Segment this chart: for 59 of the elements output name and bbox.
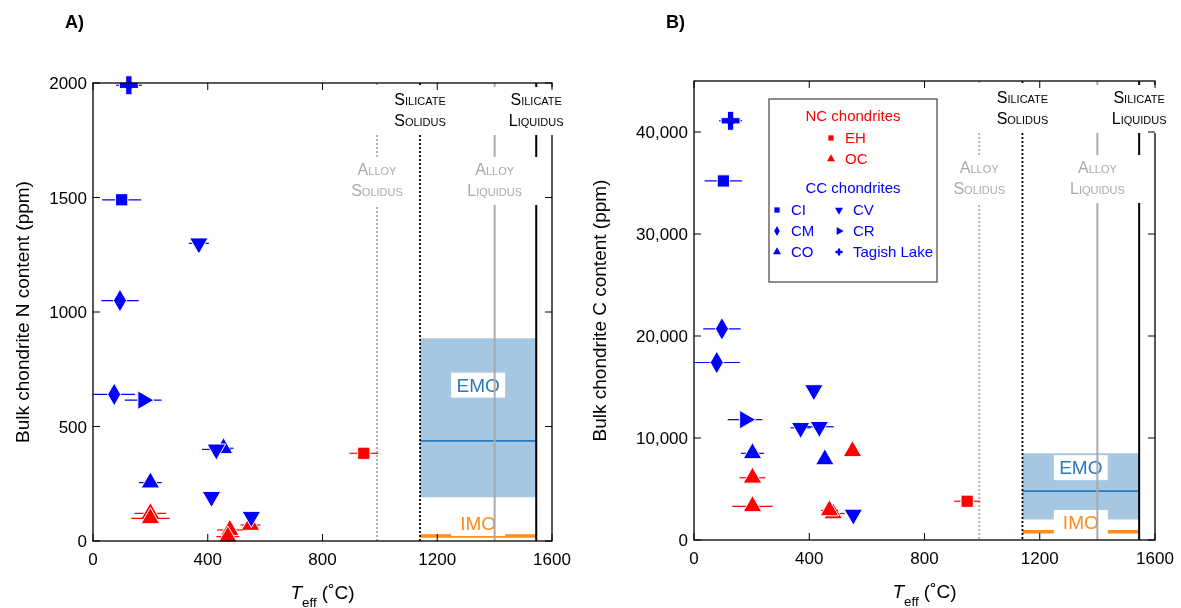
legend-label: CV xyxy=(853,201,874,218)
point xyxy=(140,507,161,525)
ref-line-label: Alloy Solidus xyxy=(953,159,1006,197)
y-axis-title: Bulk chondrite C content (ppm) xyxy=(589,179,610,442)
x-axis-title: T$_{eff}$ (˚C) xyxy=(290,582,355,608)
point xyxy=(742,466,763,484)
point xyxy=(118,75,139,96)
y-tick-label: 1500 xyxy=(49,188,87,208)
x-tick-label: 1200 xyxy=(418,550,457,569)
point xyxy=(115,193,129,207)
y-tick-label: 0 xyxy=(77,532,87,551)
y-tick-label: 500 xyxy=(58,417,87,437)
y-tick-label: 20,000 xyxy=(636,327,688,346)
legend-label: CI xyxy=(791,201,806,218)
ref-line-label: Silicate Liquidus xyxy=(508,91,564,129)
ref-line-label: Silicate Solidus xyxy=(394,91,446,129)
point xyxy=(960,494,974,508)
x-tick-label: 1600 xyxy=(1136,549,1174,568)
annotation: NC chondrites xyxy=(805,107,901,124)
legend-label: CO xyxy=(791,243,814,260)
legend-label: Tagish Lake xyxy=(853,243,934,260)
y-tick-label: 10,000 xyxy=(636,429,688,448)
text: EMO xyxy=(456,374,500,396)
point xyxy=(716,174,731,188)
point xyxy=(742,495,763,513)
chart-title: A) xyxy=(65,12,84,32)
point xyxy=(842,440,863,458)
point xyxy=(140,471,161,489)
point xyxy=(720,110,741,131)
x-tick-label: 800 xyxy=(910,549,939,568)
ref-line-label: Silicate Liquidus xyxy=(1111,89,1167,127)
y-tick-label: 1000 xyxy=(49,303,87,322)
legend-label: OC xyxy=(845,150,868,167)
annotation: CC chondrites xyxy=(805,179,901,196)
point xyxy=(357,446,371,460)
x-tick-label: 1200 xyxy=(1020,549,1059,568)
ref-line-label: Alloy Liquidus xyxy=(467,161,522,199)
x-axis-title: T$_{eff}$ (˚C) xyxy=(892,581,957,608)
y-tick-label: 30,000 xyxy=(636,225,688,244)
legend-label: EH xyxy=(845,129,866,146)
point xyxy=(815,448,835,466)
x-tick-label: 1600 xyxy=(533,550,571,569)
legend-label: CR xyxy=(853,222,875,239)
series-label: IMO xyxy=(460,513,497,534)
series-label: IMO xyxy=(1062,512,1099,533)
ref-line-label: Alloy Solidus xyxy=(351,161,403,199)
legend-label: CM xyxy=(791,222,815,239)
x-tick-label: 400 xyxy=(795,549,824,568)
chart-title: B) xyxy=(666,12,685,32)
point xyxy=(742,442,763,460)
series-label: EMO xyxy=(1059,457,1103,479)
x-tick-label: 800 xyxy=(308,550,337,569)
y-tick-label: 40,000 xyxy=(636,123,688,142)
y-tick-label: 0 xyxy=(678,531,688,550)
y-axis-title: Bulk chondrite N content (ppm) xyxy=(12,181,33,443)
x-tick-label: 400 xyxy=(193,550,222,569)
ref-line-label: Silicate Solidus xyxy=(996,89,1049,127)
ref-line-label: Alloy Liquidus xyxy=(1070,159,1125,197)
y-tick-label: 2000 xyxy=(49,74,87,93)
